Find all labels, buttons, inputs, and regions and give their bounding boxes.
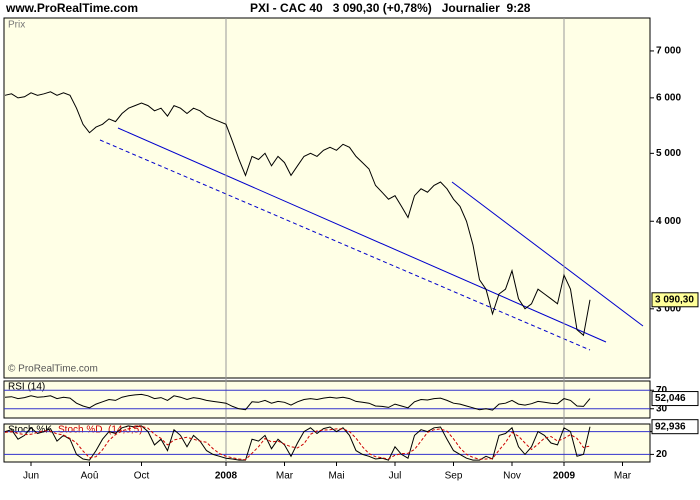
legend-entry: Stoch %K bbox=[8, 425, 52, 436]
trend-line bbox=[117, 127, 607, 343]
x-tick-label: Mar bbox=[614, 471, 632, 482]
last-value-label: 52,046 bbox=[655, 393, 686, 404]
x-tick-label: Jun bbox=[23, 471, 39, 482]
x-tick-label: Jul bbox=[389, 471, 402, 482]
x-tick-label: Mai bbox=[328, 471, 344, 482]
pane-title: RSI (14) bbox=[8, 382, 45, 393]
last-value-box bbox=[651, 292, 699, 308]
data-line bbox=[4, 393, 591, 411]
price-pane bbox=[3, 17, 651, 379]
y-tick-label: 3 000 bbox=[656, 303, 681, 314]
x-tick-label: Sep bbox=[445, 471, 463, 482]
last-value-box bbox=[651, 419, 699, 435]
trend-lines bbox=[99, 127, 644, 351]
header-title: PXI - CAC 40 3 090,30 (+0,78%) Journalie… bbox=[250, 1, 531, 15]
y-tick-label: 30 bbox=[656, 403, 668, 414]
data-line bbox=[4, 425, 591, 461]
data-line bbox=[4, 91, 591, 337]
pane-title: Prix bbox=[8, 20, 25, 31]
y-tick-label: 5 000 bbox=[656, 148, 681, 159]
y-tick-label: 4 000 bbox=[656, 216, 681, 227]
y-tick-label: 7 000 bbox=[656, 46, 681, 57]
x-tick-label: Oct bbox=[134, 471, 150, 482]
trend-line bbox=[451, 181, 644, 327]
site-name: www.ProRealTime.com bbox=[5, 1, 138, 15]
x-tick-label: 2009 bbox=[553, 471, 576, 482]
trend-line bbox=[99, 139, 591, 351]
last-value-label: 3 090,30 bbox=[655, 294, 694, 305]
credit: © ProRealTime.com bbox=[8, 364, 98, 375]
x-tick-label: 2008 bbox=[215, 471, 238, 482]
last-value-label: 92,936 bbox=[655, 421, 686, 432]
last-value-box bbox=[651, 391, 699, 407]
y-tick-label: 70 bbox=[656, 385, 668, 396]
legend-entry: Stoch %D bbox=[58, 425, 102, 436]
rsi-pane bbox=[3, 380, 651, 419]
y-tick-label: 6 000 bbox=[656, 92, 681, 103]
x-tick-label: Aoû bbox=[81, 471, 99, 482]
x-tick-label: Nov bbox=[503, 471, 521, 482]
x-tick-label: Mar bbox=[276, 471, 294, 482]
y-tick-label: 20 bbox=[656, 449, 668, 460]
